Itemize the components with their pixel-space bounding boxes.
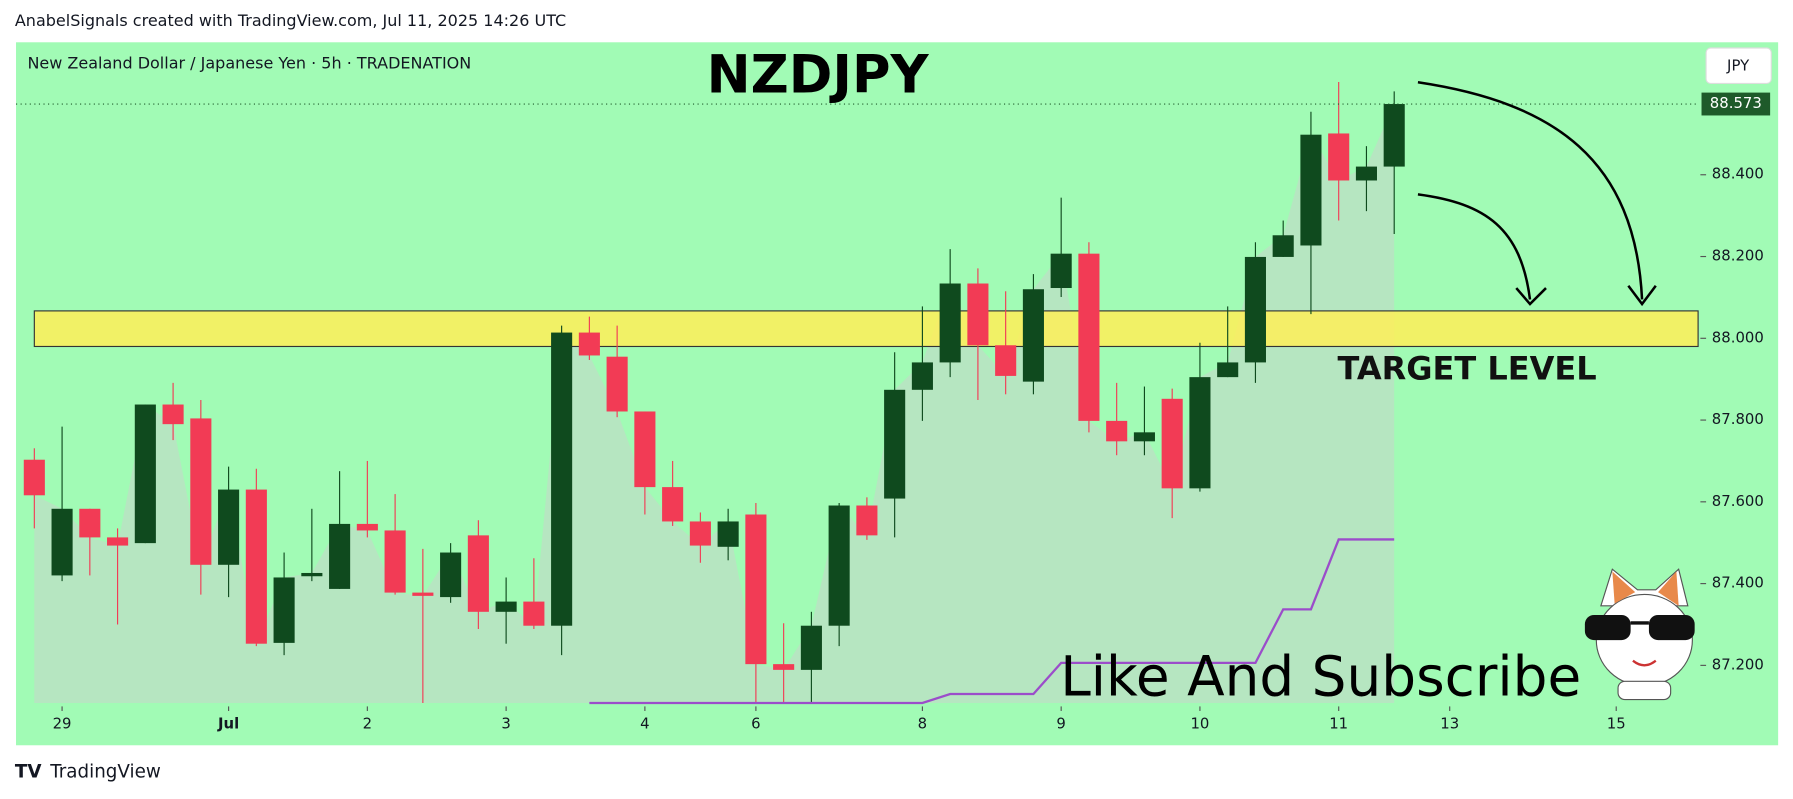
arrows [1417, 81, 1657, 307]
y-tick-label: 87.800 [1712, 410, 1764, 428]
candle-body [1383, 104, 1405, 167]
plot: 87.200 87.400 87.600 87.800 88.000 88.200 88.4… [16, 81, 1771, 733]
arrow [1417, 81, 1644, 300]
candle-body [634, 411, 656, 488]
y-tick-label: 88.000 [1712, 328, 1764, 346]
candle-body [412, 592, 434, 596]
x-tick-label: 2 [363, 715, 372, 733]
candle-body [329, 523, 351, 589]
candle-body [523, 601, 545, 626]
candle-body [689, 521, 711, 546]
candle-body [51, 508, 73, 576]
last-price-box [1701, 92, 1771, 116]
credit: AnabelSignals created with TradingView.c… [15, 11, 566, 30]
y-tick-label: 87.200 [1712, 655, 1764, 673]
x-tick-label: 9 [1056, 715, 1065, 733]
candle-body [1328, 133, 1350, 181]
candle-body [578, 332, 600, 356]
candle-body [995, 345, 1017, 376]
candle-body [828, 505, 850, 626]
candle-body [218, 489, 240, 565]
currency[interactable]: JPY [1726, 56, 1750, 74]
candle-body [440, 552, 462, 598]
candle-body [1217, 362, 1239, 378]
y-tick-label: 87.600 [1712, 492, 1764, 510]
target-zone [33, 310, 1699, 348]
candle-body [856, 505, 878, 536]
x-tick-label: 11 [1329, 715, 1348, 733]
x-tick-label: 29 [53, 715, 72, 733]
brand: TradingView [49, 762, 161, 783]
x-tick-label: 10 [1190, 715, 1209, 733]
x-tick-label: Jul [217, 715, 239, 733]
symbol-info: New Zealand Dollar / Japanese Yen · 5h ·… [27, 54, 471, 73]
indicator-line [589, 538, 1395, 705]
arrow-head [1627, 285, 1657, 307]
candle-body [1272, 235, 1294, 257]
x-tick-label: 4 [640, 715, 649, 733]
chart-title: NZDJPY [707, 44, 930, 105]
candle-body [467, 535, 489, 612]
x-tick-label: 6 [751, 715, 760, 733]
candle-body [1050, 253, 1072, 289]
candle-body [23, 459, 45, 496]
candle-body [107, 537, 129, 546]
arrow-head [1515, 287, 1547, 306]
candle-body [911, 362, 933, 390]
candle-body [79, 508, 101, 538]
arrow [1417, 193, 1532, 300]
close-area [34, 104, 1395, 703]
subscribe-label: Like And Subscribe [1060, 644, 1581, 708]
candle-body [273, 577, 295, 643]
y-tick-label: 87.400 [1712, 574, 1764, 592]
last-price-label: 88.573 [1710, 94, 1762, 112]
candle-body [245, 489, 267, 644]
x-tick-label: 13 [1440, 715, 1459, 733]
candle-body [190, 418, 212, 565]
candle-body [800, 625, 822, 670]
currency-button[interactable] [1705, 47, 1772, 85]
candle-body [1244, 256, 1266, 363]
candle-body [1355, 166, 1377, 181]
x-tick-label: 15 [1607, 715, 1626, 733]
y-tick-label: 88.400 [1712, 165, 1764, 183]
candle-body [301, 572, 323, 577]
candle-body [745, 514, 767, 665]
candle-body [356, 523, 378, 531]
candle-body [662, 487, 684, 522]
candle-body [134, 404, 156, 544]
x-tick-label: 3 [501, 715, 510, 733]
candle-body [1106, 420, 1128, 442]
brand-logo: TV [15, 762, 42, 783]
candle-body [1300, 134, 1322, 246]
candle-body [162, 404, 184, 425]
candle-body [1078, 253, 1100, 421]
candle-body [1022, 289, 1044, 382]
target-label: TARGET LEVEL [1338, 349, 1597, 387]
candle-body [1189, 377, 1211, 489]
candle-body [1161, 398, 1183, 489]
candle-body [967, 283, 989, 346]
candle-body [773, 664, 795, 670]
y-tick-label: 88.200 [1712, 247, 1764, 265]
x-tick-label: 8 [918, 715, 927, 733]
candle-body [884, 389, 906, 499]
cat-icon [1584, 568, 1695, 701]
candle-body [551, 332, 573, 626]
candle-body [939, 283, 961, 363]
candle-body [495, 601, 517, 612]
candle-body [384, 530, 406, 593]
candle-body [1133, 432, 1155, 442]
candle-body [606, 356, 628, 412]
candle-body [717, 521, 739, 547]
